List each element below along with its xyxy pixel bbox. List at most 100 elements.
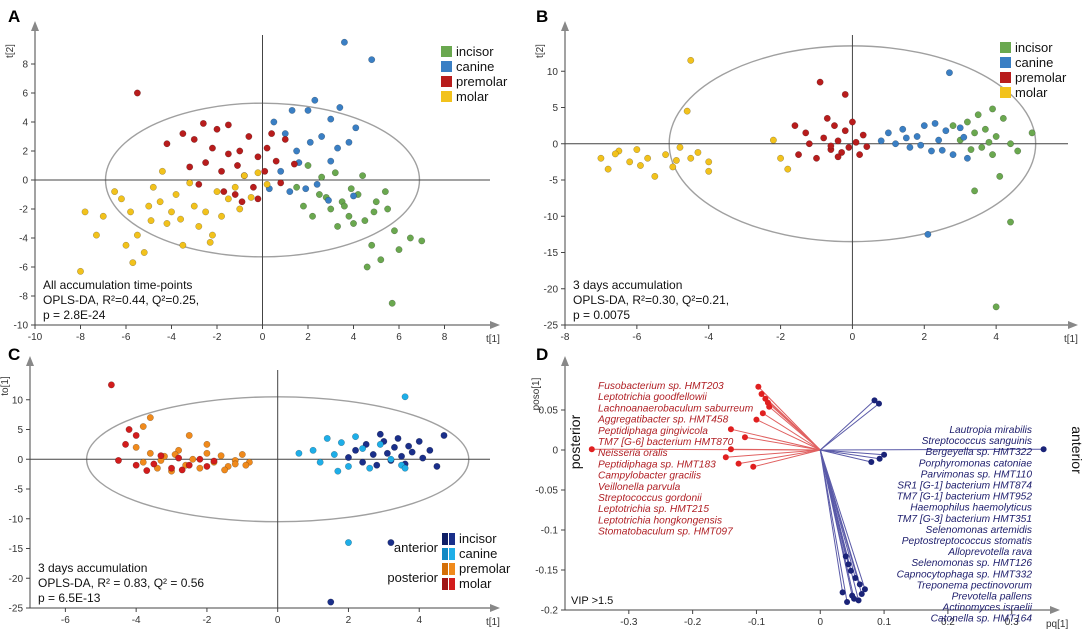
- y-tick-label-b: 5: [552, 103, 558, 114]
- legend-swatch-molar_c: [449, 578, 455, 590]
- point-molar-a: [156, 198, 164, 206]
- point-incisor-a: [370, 208, 378, 216]
- point-canine-a: [325, 196, 332, 204]
- point-molar-b: [705, 167, 713, 175]
- point-incisor-b: [974, 111, 982, 119]
- point-premolar-b: [827, 142, 835, 150]
- annotation-line-c: OPLS-DA, R² = 0.83, Q² = 0.56: [38, 576, 204, 590]
- y-axis-label-d: poso[1]: [531, 377, 542, 410]
- point-premolar-c: [203, 449, 211, 457]
- point-canine-a: [352, 124, 360, 132]
- taxon-label-anterior: Selenomonas artemidis: [926, 525, 1032, 536]
- y-tick-label-a: -6: [19, 263, 28, 274]
- point-premolar-a: [281, 135, 289, 143]
- point-molar-c: [132, 461, 140, 469]
- legend-label-incisor_c: incisor: [459, 531, 497, 546]
- loading-vector-posterior: [738, 449, 821, 465]
- x-tick-label-c: 0: [275, 615, 281, 626]
- point-premolar-c: [139, 423, 147, 430]
- point-canine-c: [323, 434, 331, 442]
- point-molar-c: [115, 456, 122, 464]
- point-incisor-a: [377, 256, 385, 264]
- point-incisor-b: [981, 125, 989, 133]
- point-premolar-b: [852, 138, 860, 146]
- y-axis-arrow-a: [31, 21, 39, 31]
- x-tick-label-a: 4: [351, 332, 357, 343]
- x-tick-label-b: -8: [561, 332, 570, 343]
- point-premolar-c: [242, 461, 250, 469]
- point-incisor-b: [1007, 140, 1014, 148]
- point-molar-a: [190, 202, 198, 210]
- y-tick-label-d: 0.05: [539, 406, 559, 417]
- point-premolar-b: [791, 122, 799, 130]
- point-canine-c: [359, 445, 367, 452]
- point-incisor-c: [391, 443, 398, 451]
- legend-label-incisor-b: incisor: [1015, 40, 1053, 55]
- loading-point-anterior: [881, 451, 888, 458]
- panel-d-loadings: -0.3 -0.2 -0.1 0 0.1 0.2 0.3 -0.2 -0.15 -0.1 -0.05…: [531, 356, 1084, 630]
- point-molar-b: [672, 156, 680, 164]
- point-premolar-c: [217, 452, 225, 460]
- point-canine-a: [350, 192, 357, 200]
- loading-vector-anterior: [819, 400, 875, 451]
- x-tick-label-b: 2: [922, 332, 928, 343]
- loading-vector-anterior: [819, 449, 866, 590]
- point-incisor-a: [309, 212, 316, 220]
- point-molar-b: [633, 146, 641, 154]
- point-premolar-a: [231, 191, 239, 198]
- loading-vector-anterior: [820, 448, 1044, 451]
- point-incisor-a: [368, 241, 376, 249]
- legend-swatch-molar-a: [441, 91, 452, 102]
- point-incisor-c: [362, 440, 370, 448]
- point-incisor-a: [388, 299, 396, 307]
- legend-label-canine-b: canine: [1015, 55, 1053, 70]
- point-canine-a: [327, 157, 335, 165]
- point-molar-b: [687, 56, 695, 64]
- point-premolar-c: [132, 443, 140, 451]
- legend-swatch-dark-canine_c: [442, 548, 448, 560]
- point-premolar-a: [186, 163, 194, 171]
- point-canine-c: [366, 464, 374, 472]
- point-premolar-b: [795, 151, 802, 159]
- point-incisor-b: [963, 118, 971, 126]
- point-incisor-b: [996, 172, 1004, 180]
- loading-point-posterior: [753, 416, 760, 423]
- panel-a-scatter: -10 -8 -6 -4 -2 0 2 4 6 8 -10 -8 -6 -4 -2 0 2 4 6 8 t[1] t[2]…: [5, 21, 508, 345]
- y-tick-label-b: 0: [552, 139, 558, 150]
- point-molar-a: [213, 188, 221, 196]
- loading-vector-posterior: [730, 428, 821, 451]
- loading-point-posterior: [758, 391, 765, 397]
- point-premolar-c: [153, 464, 161, 472]
- loading-point-anterior: [858, 591, 865, 597]
- x-tick-label-d: 0: [817, 617, 823, 628]
- point-molar-a: [133, 231, 141, 239]
- taxon-label-posterior: Streptococcus gordonii: [598, 493, 702, 504]
- y-axis-arrow-c: [26, 356, 34, 366]
- point-molar-c: [175, 454, 183, 462]
- point-premolar-a: [163, 140, 171, 148]
- point-incisor-a: [361, 217, 369, 225]
- loading-vector-posterior: [725, 449, 821, 458]
- point-molar-b: [611, 150, 619, 158]
- point-incisor-a: [395, 246, 403, 254]
- loading-point-anterior: [844, 599, 851, 605]
- taxon-label-posterior: Leptotrichia hongkongensis: [598, 515, 722, 526]
- y-tick-label-b: -5: [549, 176, 558, 187]
- point-premolar-b: [856, 151, 864, 159]
- point-molar-c: [185, 461, 193, 469]
- point-canine-b: [917, 141, 925, 149]
- point-premolar-c: [146, 414, 154, 422]
- x-tick-label-a: 2: [305, 332, 311, 343]
- point-canine-b: [884, 129, 892, 137]
- point-canine-b: [877, 137, 885, 145]
- point-incisor-c: [327, 598, 335, 606]
- point-premolar-c: [231, 460, 239, 468]
- loading-point-anterior: [839, 589, 846, 596]
- taxon-label-posterior: Campylobacter gracilis: [598, 471, 701, 482]
- point-premolar-b: [863, 143, 871, 151]
- point-molar-a: [145, 202, 153, 210]
- loading-point-anterior: [868, 459, 875, 465]
- x-axis-label-c: t[1]: [486, 617, 500, 628]
- point-canine-a: [270, 118, 278, 126]
